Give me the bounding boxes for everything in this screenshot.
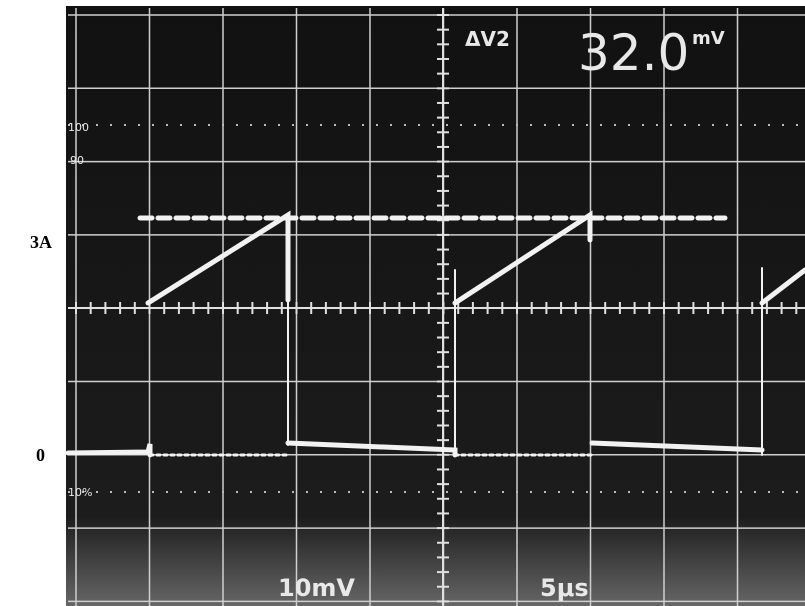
volts-per-div: 10mV (278, 574, 355, 602)
readout-value: 32.0 (578, 24, 689, 82)
switch-trace (285, 440, 458, 458)
graticule (68, 8, 805, 606)
switch-trace (589, 440, 765, 453)
level-label: 0 (36, 445, 45, 465)
switch-trace (65, 443, 153, 458)
ramp-trace (145, 210, 291, 306)
traces (65, 210, 805, 458)
time-per-div: 5μs (540, 574, 589, 602)
marker-label: 100 (68, 121, 89, 134)
screen (66, 6, 805, 606)
level-label: 3A (30, 232, 52, 252)
ramp-trace (452, 210, 593, 306)
ramp-trace (759, 267, 805, 306)
readout-label: ΔV2 (465, 27, 510, 51)
marker-label: 10% (68, 486, 92, 499)
readout-unit: mV (692, 28, 725, 49)
marker-label: 90 (70, 154, 84, 167)
